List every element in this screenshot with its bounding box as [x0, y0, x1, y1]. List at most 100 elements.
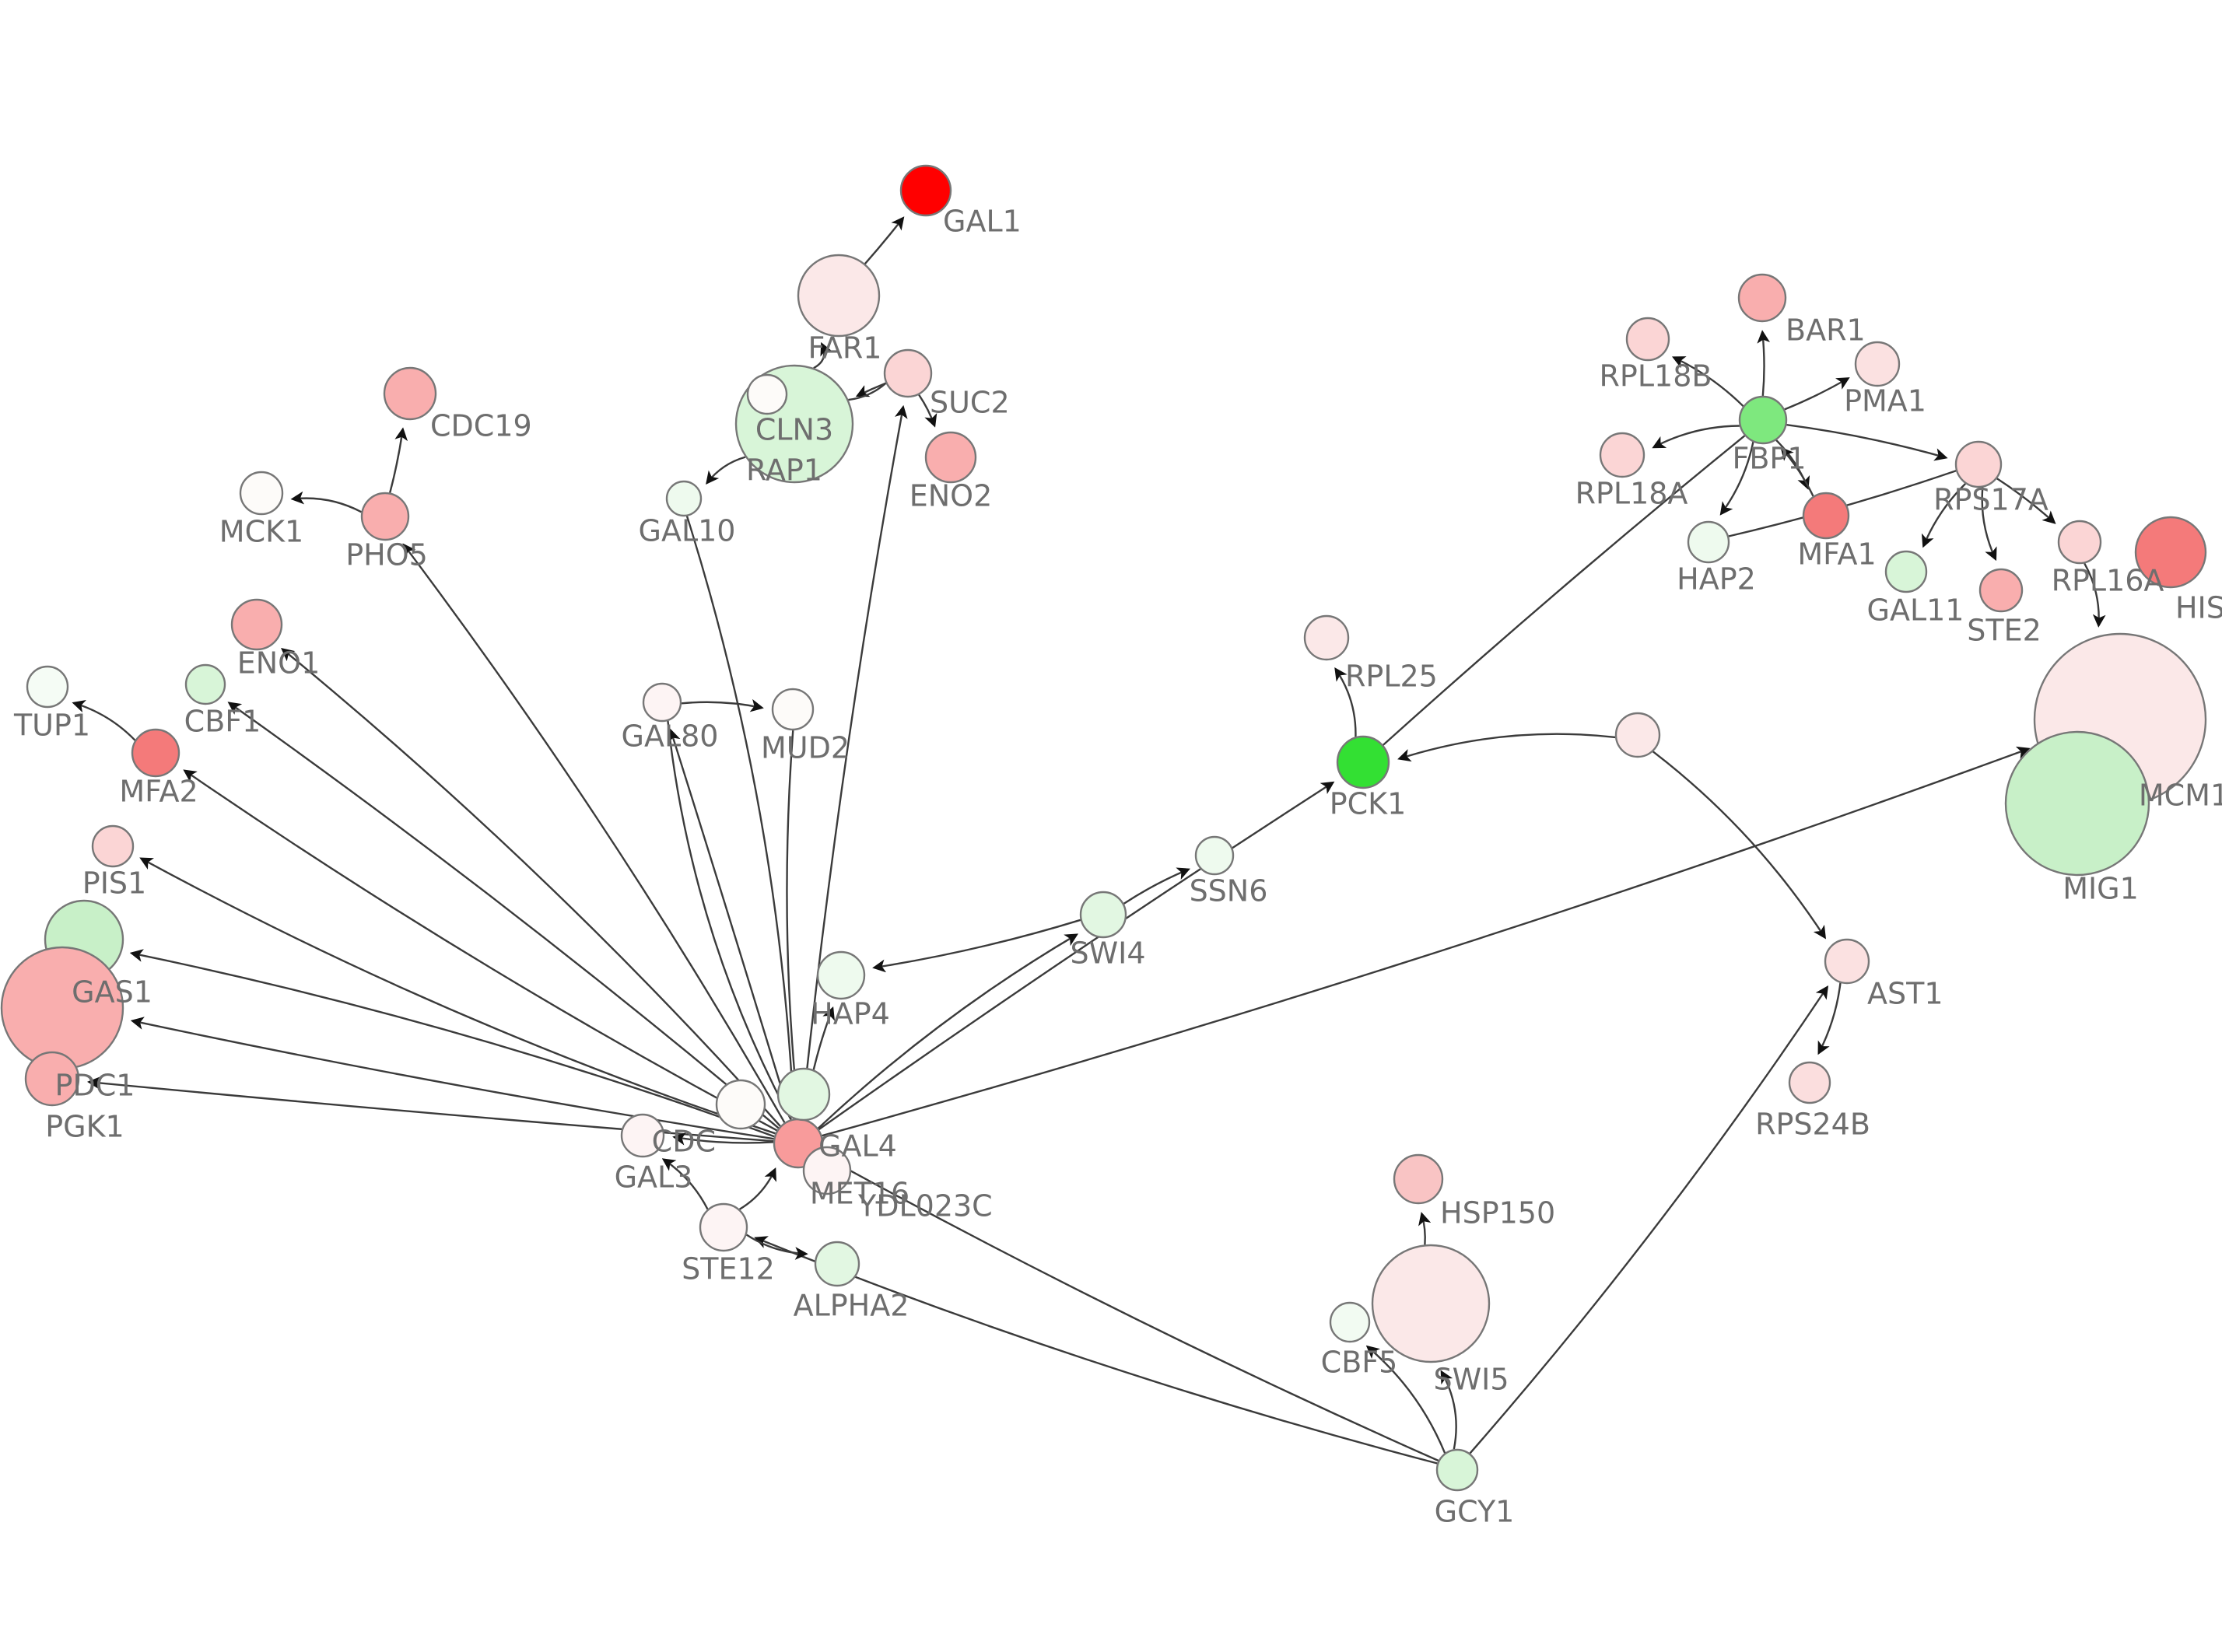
edge-gal4-to-eno1	[281, 648, 781, 1127]
node-mud2[interactable]	[771, 688, 815, 731]
node-tup1[interactable]	[26, 665, 69, 709]
edge-fbp1-to-rps17a	[1786, 424, 1948, 461]
node-label-swi5: SWI5	[1433, 1363, 1509, 1397]
node-rpl18b[interactable]	[1625, 317, 1670, 362]
node-rap1[interactable]	[746, 373, 788, 415]
edge-gal80-to-gal4	[667, 720, 792, 1120]
node-label-pho5: PHO5	[345, 538, 428, 572]
edge-gal4-to-pck1	[818, 781, 1335, 1131]
node-pgk1[interactable]	[24, 1051, 80, 1107]
edge-fbp1-to-rpl18b	[1671, 356, 1744, 408]
edge-gal4-to-cbf1	[227, 702, 780, 1129]
node-eno2[interactable]	[924, 431, 977, 484]
edge-gal4-to-gas1	[129, 949, 775, 1138]
node-mck1[interactable]	[239, 471, 284, 516]
node-mig1[interactable]	[2004, 730, 2150, 877]
node-label-far1: FAR1	[808, 331, 882, 366]
edge-gal4-to-pho5	[402, 543, 786, 1123]
node-label-ast1: AST1	[1867, 977, 1943, 1011]
node-bar1[interactable]	[1737, 273, 1787, 323]
node-rpl16a[interactable]	[2057, 520, 2102, 565]
node-cbf1[interactable]	[184, 663, 226, 705]
node-label-ssn6: SSN6	[1190, 874, 1268, 908]
node-gal3[interactable]	[620, 1113, 665, 1158]
node-label-met16: MET16	[810, 1177, 909, 1211]
nodes-layer	[0, 164, 2207, 1492]
edge-gcy1-to-swi5	[1440, 1370, 1457, 1450]
node-label-gal10: GAL10	[639, 514, 736, 548]
node-fbp1[interactable]	[1738, 395, 1788, 445]
node-eno1[interactable]	[230, 598, 283, 651]
node-ast1[interactable]	[1824, 938, 1870, 985]
node-mfa1[interactable]	[1802, 492, 1850, 540]
node-label-pis1: PIS1	[82, 866, 146, 901]
edge-suc2-to-eno2	[918, 394, 938, 428]
edge-unk1-to-pck1	[1397, 733, 1616, 762]
node-label-ste12: STE12	[682, 1252, 775, 1286]
node-label-pck1: PCK1	[1330, 787, 1407, 821]
node-alpha2[interactable]	[814, 1241, 860, 1287]
edge-swi4-to-hap4	[872, 919, 1081, 973]
node-label-eno1: ENO1	[237, 646, 321, 681]
node-hsp150[interactable]	[1393, 1153, 1444, 1205]
node-pho5[interactable]	[360, 492, 410, 541]
node-swi4[interactable]	[1079, 891, 1127, 939]
edge-fbp1-to-hap2	[1719, 442, 1754, 516]
edge-gal4-to-mfa2	[183, 769, 778, 1132]
node-hap4[interactable]	[816, 950, 866, 1000]
node-label-mud2: MUD2	[761, 731, 850, 765]
node-rps17a[interactable]	[1954, 440, 2003, 488]
node-gal11[interactable]	[1884, 550, 1928, 593]
node-label-rpl18a: RPL18A	[1575, 477, 1688, 511]
node-label-gal80: GAL80	[622, 719, 719, 754]
edge-pho5-to-cdc19	[389, 427, 408, 493]
node-gal80[interactable]	[642, 682, 682, 723]
node-gcy1[interactable]	[1435, 1448, 1479, 1492]
edge-gal4-to-gcy1	[820, 1153, 1439, 1462]
node-pck1[interactable]	[1336, 735, 1390, 789]
edge-rps17a-to-ste2	[1981, 487, 1997, 562]
node-met16[interactable]	[776, 1067, 831, 1122]
node-cdc19[interactable]	[383, 366, 437, 421]
node-label-ydl023c: YDL023C	[857, 1189, 993, 1223]
edge-far1-to-gal1	[864, 216, 905, 264]
node-suc2[interactable]	[883, 348, 933, 398]
node-label-tup1: TUP1	[13, 709, 90, 743]
node-label-gal4: GAL4	[818, 1129, 897, 1164]
node-unk1[interactable]	[1614, 712, 1661, 758]
node-label-gal1: GAL1	[943, 205, 1022, 239]
node-label-mfa2: MFA2	[119, 775, 198, 809]
node-rpl18a[interactable]	[1599, 432, 1645, 478]
node-ste2[interactable]	[1978, 568, 2024, 613]
node-swi5[interactable]	[1371, 1244, 1491, 1363]
node-his4[interactable]	[2134, 516, 2207, 589]
node-gal1[interactable]	[899, 164, 952, 217]
node-hap2[interactable]	[1687, 520, 1730, 564]
node-label-mcm1: MCM1	[2139, 779, 2222, 813]
edge-fbp1-to-pma1	[1784, 377, 1850, 411]
node-ste12[interactable]	[699, 1202, 748, 1252]
node-label-cln3: CLN3	[755, 413, 833, 447]
edge-swi5-to-hsp150	[1418, 1212, 1432, 1245]
node-mfa2[interactable]	[131, 728, 180, 778]
node-ydl023c[interactable]	[802, 1146, 852, 1195]
node-pis1[interactable]	[91, 824, 135, 868]
node-far1[interactable]	[797, 254, 881, 338]
node-ssn6[interactable]	[1194, 835, 1235, 876]
node-rps24b[interactable]	[1788, 1061, 1831, 1104]
edge-pck1-to-rpl25	[1334, 667, 1357, 737]
node-cdc[interactable]	[715, 1079, 766, 1130]
edge-rps17a-to-rpl16a	[1996, 478, 2056, 524]
node-label-mig1: MIG1	[2063, 872, 2139, 906]
edge-unk1-to-ast1	[1652, 751, 1827, 940]
node-cbf5[interactable]	[1329, 1301, 1371, 1343]
edge-fbp1-to-rpl18a	[1652, 425, 1740, 449]
node-label-hsp150: HSP150	[1440, 1196, 1555, 1230]
node-gal10[interactable]	[665, 480, 703, 517]
node-pma1[interactable]	[1854, 341, 1901, 387]
edge-mfa2-to-tup1	[72, 699, 136, 741]
node-rpl25[interactable]	[1303, 614, 1350, 661]
node-label-gal3: GAL3	[615, 1160, 693, 1195]
